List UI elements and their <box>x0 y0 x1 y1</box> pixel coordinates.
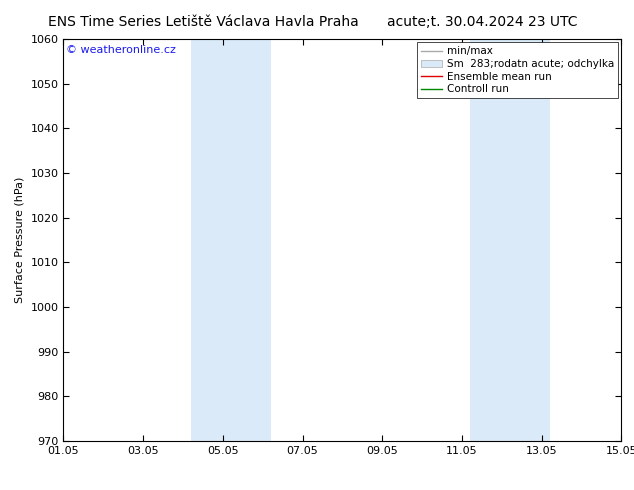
Y-axis label: Surface Pressure (hPa): Surface Pressure (hPa) <box>15 177 25 303</box>
Text: ENS Time Series Letiště Václava Havla Praha: ENS Time Series Letiště Václava Havla Pr… <box>48 15 358 29</box>
Bar <box>470 39 550 441</box>
Text: acute;t. 30.04.2024 23 UTC: acute;t. 30.04.2024 23 UTC <box>387 15 577 29</box>
Text: © weatheronline.cz: © weatheronline.cz <box>66 45 176 55</box>
Bar <box>191 39 271 441</box>
Legend: min/max, Sm  283;rodatn acute; odchylka, Ensemble mean run, Controll run: min/max, Sm 283;rodatn acute; odchylka, … <box>417 42 618 98</box>
